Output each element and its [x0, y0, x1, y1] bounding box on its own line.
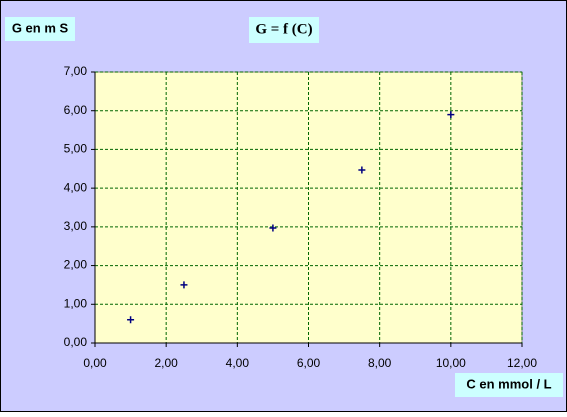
x-tick-label: 12,00	[507, 356, 537, 370]
y-tick-label: 1,00	[64, 296, 88, 310]
y-tick-label: 2,00	[64, 258, 88, 272]
data-point	[180, 281, 188, 289]
y-tick-label: 4,00	[64, 180, 88, 194]
data-point	[269, 224, 277, 232]
data-point	[358, 166, 366, 174]
x-tick-label: 6,00	[297, 356, 321, 370]
y-axis-label: G en m S	[12, 20, 69, 35]
data-point	[127, 316, 135, 324]
data-point	[447, 111, 455, 119]
y-tick-label: 3,00	[64, 219, 88, 233]
x-tick-label: 2,00	[154, 356, 178, 370]
chart-title: G = f (C)	[255, 21, 312, 37]
x-tick-label: 10,00	[436, 356, 466, 370]
y-tick-label: 0,00	[64, 335, 88, 349]
y-label-box	[5, 17, 75, 41]
y-tick-label: 7,00	[64, 64, 88, 78]
x-tick-label: 8,00	[368, 356, 392, 370]
x-axis-label: C en mmol / L	[466, 376, 551, 391]
x-tick-label: 0,00	[83, 356, 107, 370]
y-tick-label: 6,00	[64, 103, 88, 117]
title-box	[249, 17, 319, 43]
x-label-box	[455, 373, 563, 397]
x-tick-label: 4,00	[226, 356, 250, 370]
y-tick-label: 5,00	[64, 142, 88, 156]
